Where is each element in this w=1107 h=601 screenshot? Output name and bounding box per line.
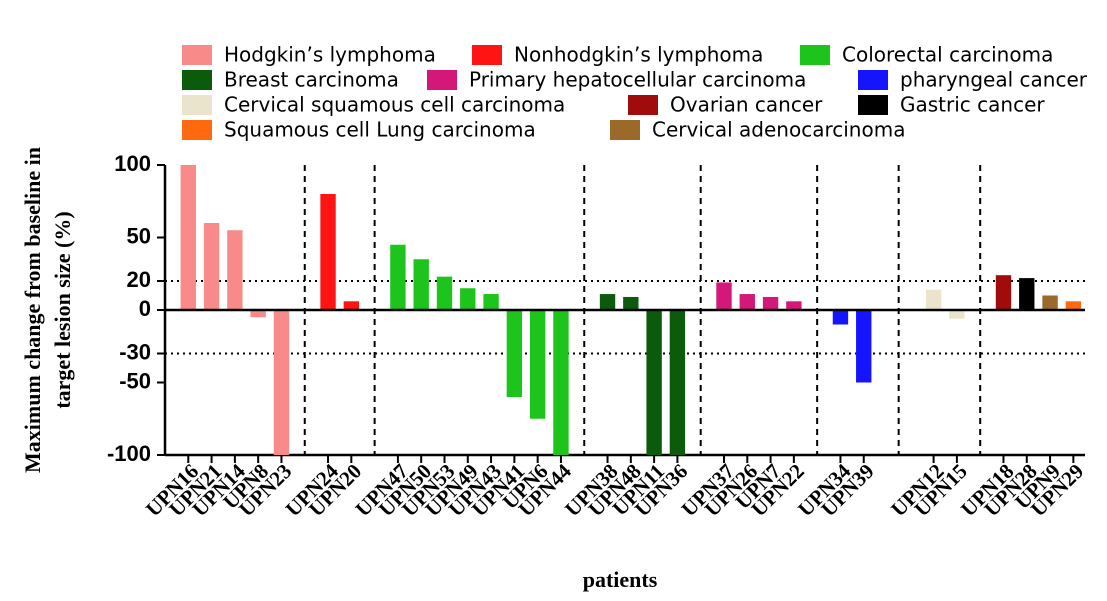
- bar: [832, 310, 849, 325]
- legend-label: Colorectal carcinoma: [842, 43, 1053, 67]
- bar: [762, 296, 779, 310]
- y-tick-label: -30: [119, 339, 151, 364]
- legend-label: Primary hepatocellular carcinoma: [469, 68, 806, 92]
- bar: [413, 259, 429, 310]
- bar: [460, 288, 476, 310]
- y-tick-label: 20: [127, 267, 151, 292]
- legend-swatch: [472, 45, 502, 65]
- legend-label: pharyngeal cancer: [900, 68, 1088, 92]
- bar: [553, 310, 569, 455]
- y-tick-label: 100: [114, 151, 151, 176]
- legend-swatch: [182, 45, 212, 65]
- bar: [599, 294, 616, 310]
- legend-swatch: [858, 70, 888, 90]
- bar: [1019, 278, 1035, 310]
- legend-label: Cervical squamous cell carcinoma: [224, 93, 565, 117]
- bar: [390, 244, 406, 310]
- bar: [925, 289, 942, 310]
- bar: [716, 282, 732, 310]
- y-tick-label: 0: [139, 296, 151, 321]
- legend-swatch: [800, 45, 830, 65]
- legend-swatch: [858, 95, 888, 115]
- bar: [529, 310, 546, 419]
- bar: [250, 310, 266, 318]
- legend-swatch: [182, 95, 212, 115]
- legend-label: Breast carcinoma: [224, 68, 399, 92]
- legend-swatch: [610, 120, 640, 140]
- legend-label: Nonhodgkin’s lymphoma: [514, 43, 763, 67]
- bar: [646, 310, 662, 455]
- bar: [343, 301, 360, 310]
- legend-label: Ovarian cancer: [670, 93, 823, 117]
- y-axis-title: Maximum change from baseline in target le…: [20, 147, 75, 473]
- bar: [1065, 301, 1082, 310]
- bar: [856, 310, 872, 383]
- bar: [1042, 295, 1058, 310]
- legend-swatch: [628, 95, 658, 115]
- bar: [273, 310, 290, 455]
- y-tick-label: -100: [107, 441, 151, 466]
- legend-swatch: [182, 120, 212, 140]
- legend-label: Squamous cell Lung carcinoma: [224, 118, 536, 142]
- bar: [436, 276, 453, 310]
- bar: [203, 223, 220, 310]
- bar: [320, 194, 336, 310]
- bar: [227, 230, 243, 310]
- bar: [949, 310, 965, 319]
- bar: [483, 294, 499, 310]
- bar: [623, 296, 639, 310]
- x-axis-title: patients: [583, 567, 658, 592]
- bar: [506, 310, 523, 397]
- legend-label: Gastric cancer: [900, 93, 1045, 117]
- bar: [669, 310, 686, 455]
- y-tick-label: 50: [127, 223, 151, 248]
- legend-swatch: [182, 70, 212, 90]
- legend-label: Hodgkin’s lymphoma: [224, 43, 436, 67]
- legend-label: Cervical adenocarcinoma: [652, 118, 905, 142]
- y-tick-label: -50: [119, 368, 151, 393]
- bar: [786, 301, 802, 310]
- bar: [739, 294, 755, 310]
- legend-swatch: [427, 70, 457, 90]
- bar: [180, 165, 196, 310]
- bar: [995, 275, 1012, 310]
